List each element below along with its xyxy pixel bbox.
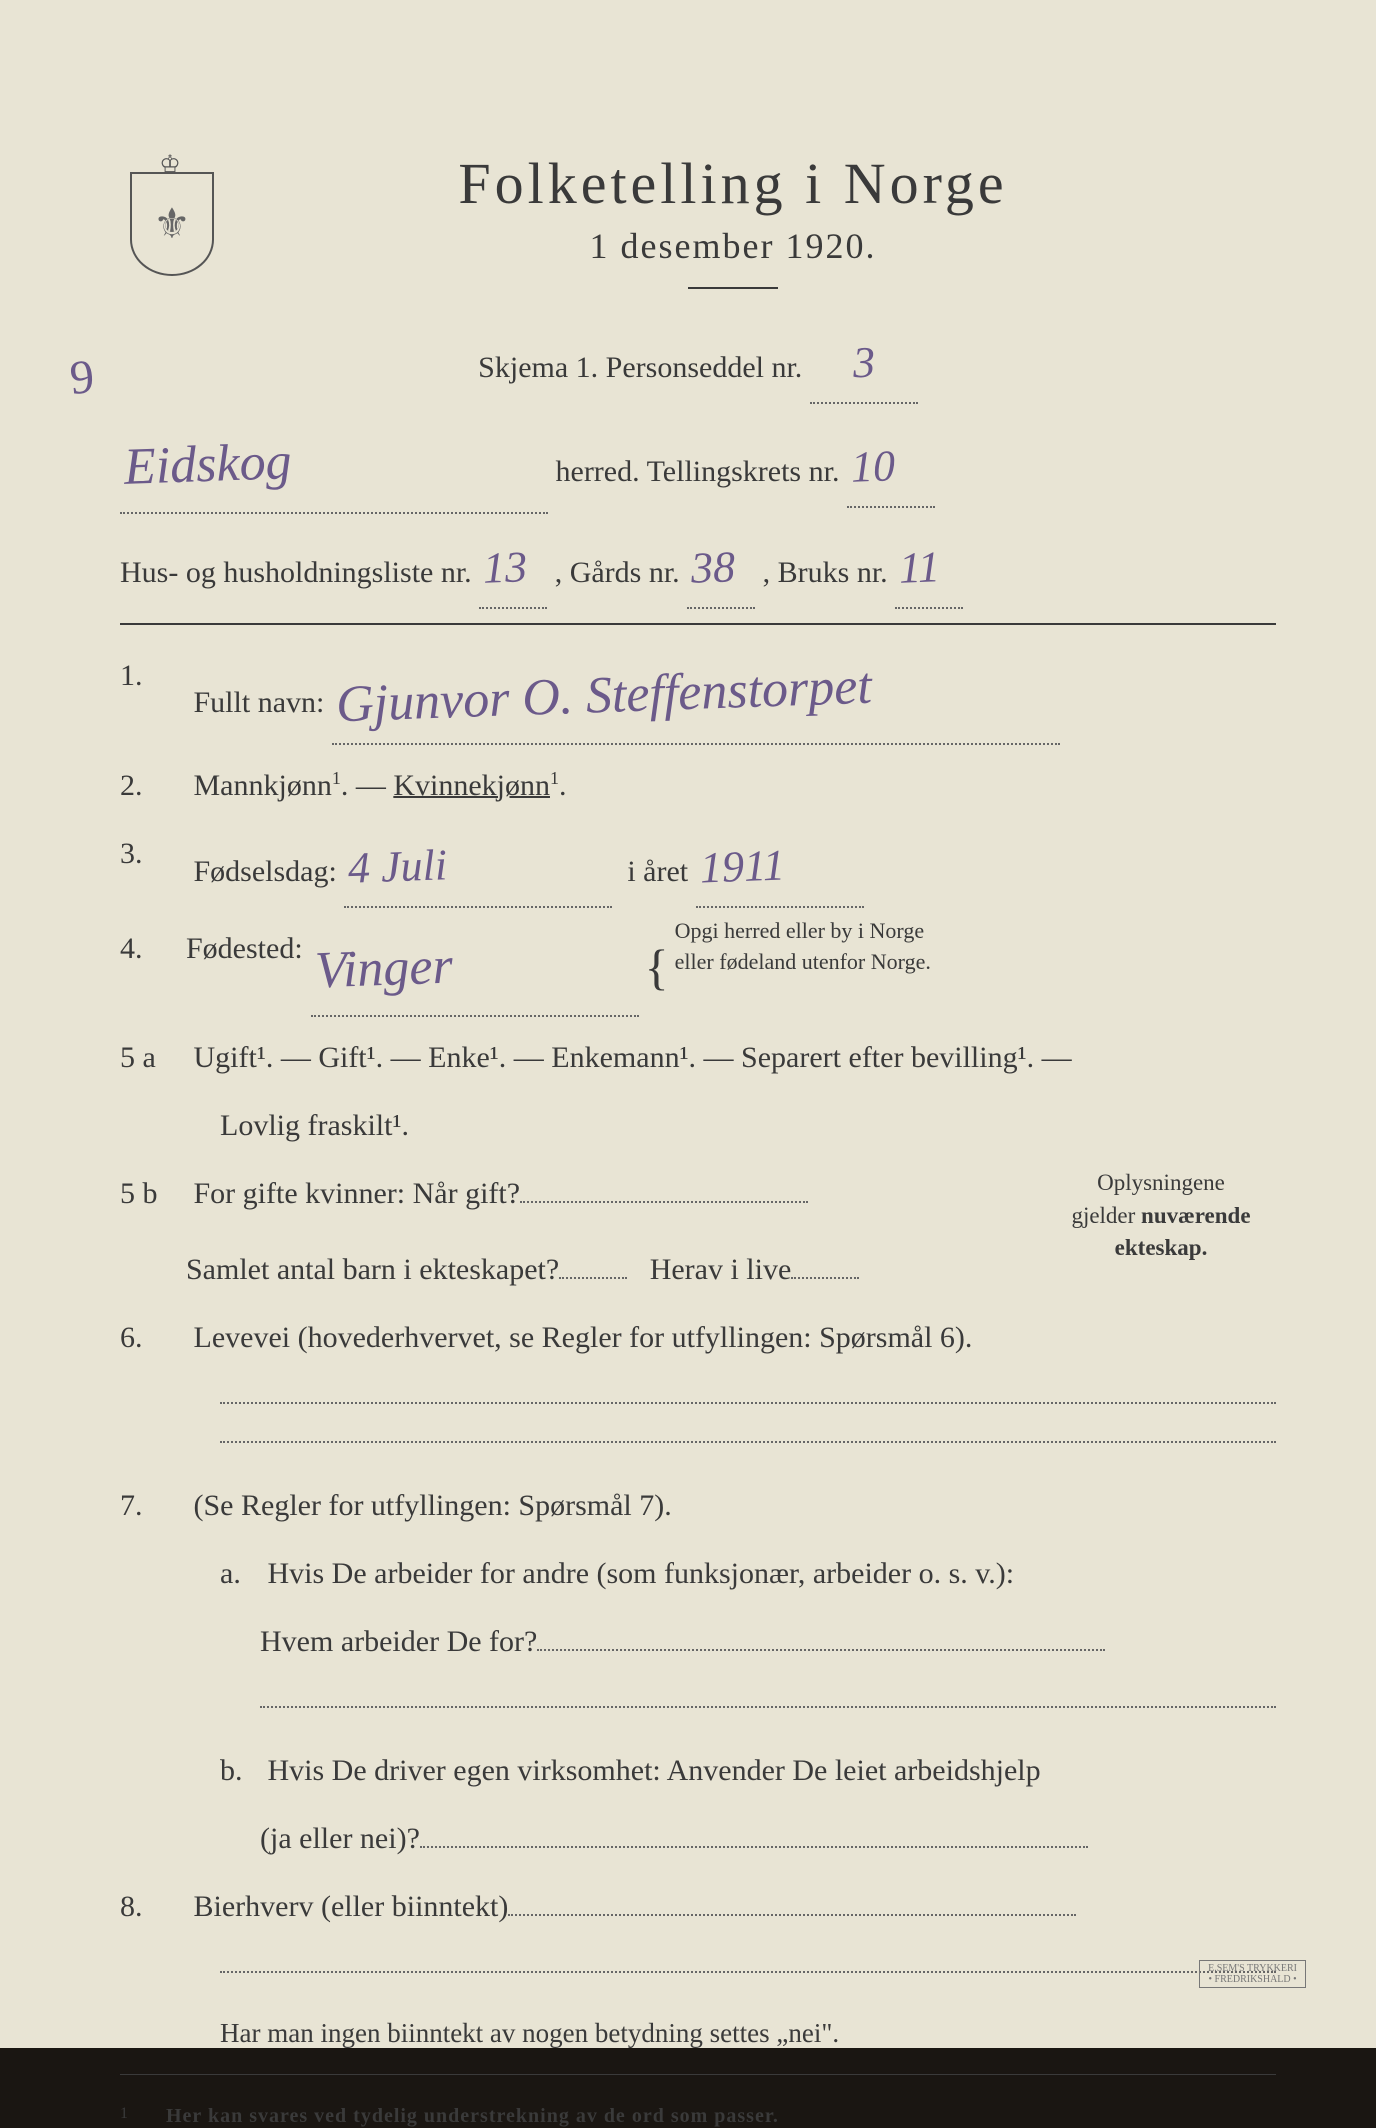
q7-num: 7.	[120, 1479, 186, 1533]
q4-value: Vinger	[313, 919, 454, 1017]
subtitle: 1 desember 1920.	[190, 225, 1276, 267]
herred-value: Eidskog	[122, 415, 293, 514]
q7a-line2: Hvem arbeider De for?	[120, 1615, 1276, 1669]
gards-nr: 38	[690, 527, 737, 608]
q5a-num: 5 a	[120, 1031, 186, 1085]
q5b-l2a: Samlet antal barn i ekteskapet?	[186, 1253, 559, 1286]
q8-note: Har man ingen biinntekt av nogen betydni…	[120, 2009, 1276, 2058]
herred-line: Eidskog herred. Tellingskrets nr. 10	[120, 418, 1276, 514]
q7a-label: a.	[220, 1547, 260, 1601]
q5b-l2b: Herav i live	[650, 1253, 792, 1286]
footnote-text: Her kan svares ved tydelig understreknin…	[166, 2105, 779, 2127]
q6-text: Levevei (hovederhvervet, se Regler for u…	[194, 1321, 973, 1354]
q2-num: 2.	[120, 759, 186, 813]
q7-intro: (Se Regler for utfyllingen: Spørsmål 7).	[194, 1489, 672, 1522]
blank-line	[220, 1970, 1276, 1973]
husliste-nr: 13	[482, 527, 529, 608]
q8-num: 8.	[120, 1880, 186, 1934]
q7b-text1: Hvis De driver egen virksomhet: Anvender…	[268, 1754, 1041, 1787]
q8-line: 8. Bierhverv (eller biinntekt)	[120, 1880, 1276, 1934]
title-block: Folketelling i Norge 1 desember 1920.	[190, 150, 1276, 309]
header: ♔ ⚜ Folketelling i Norge 1 desember 1920…	[120, 150, 1276, 309]
q1-label: Fullt navn:	[194, 686, 325, 719]
coat-of-arms-icon: ♔ ⚜	[120, 150, 220, 280]
marginal-number: 9	[68, 349, 97, 406]
husliste-line: Hus- og husholdningsliste nr. 13 , Gårds…	[120, 528, 1276, 609]
q4-num: 4.	[120, 922, 186, 976]
q2-female: Kvinnekjønn	[393, 769, 550, 802]
q2-line: 2. Mannkjønn1. — Kvinnekjønn1.	[120, 759, 1276, 813]
blank-line	[260, 1705, 1276, 1708]
q8-label: Bierhverv (eller biinntekt)	[194, 1890, 509, 1923]
q2-male: Mannkjønn	[194, 769, 332, 802]
q7a-text1: Hvis De arbeider for andre (som funksjon…	[268, 1557, 1015, 1590]
divider	[688, 287, 778, 289]
q5a-text2: Lovlig fraskilt¹.	[220, 1109, 409, 1142]
q5b-line: 5 b For gifte kvinner: Når gift? Samlet …	[120, 1167, 1276, 1297]
q5a-text: Ugift¹. — Gift¹. — Enke¹. — Enkemann¹. —…	[194, 1041, 1072, 1074]
q5b-note: Oplysningene gjelder nuværende ekteskap.	[1026, 1167, 1276, 1264]
q1-line: 1. Fullt navn: Gjunvor O. Steffenstorpet	[120, 649, 1276, 745]
blank-line	[220, 1440, 1276, 1443]
q7a-line: a. Hvis De arbeider for andre (som funks…	[120, 1547, 1276, 1601]
q4-line: 4. Fødested: Vinger { Opgi herred eller …	[120, 922, 1276, 1018]
q3-label: Fødselsdag:	[194, 855, 337, 888]
printer-stamp: E.SEM'S TRYKKERI • FREDRIKSHALD •	[1199, 1960, 1306, 1988]
q7b-label: b.	[220, 1744, 260, 1798]
main-title: Folketelling i Norge	[190, 150, 1276, 217]
brace-icon: {	[645, 922, 669, 1012]
q3-mid: i året	[627, 855, 688, 888]
q7-line: 7. (Se Regler for utfyllingen: Spørsmål …	[120, 1479, 1276, 1533]
census-form-page: 9 ♔ ⚜ Folketelling i Norge 1 desember 19…	[0, 0, 1376, 2048]
tellingskrets-nr: 10	[850, 426, 897, 507]
gards-label: , Gårds nr.	[555, 556, 680, 589]
q1-num: 1.	[120, 649, 186, 703]
bruks-label: , Bruks nr.	[763, 556, 888, 589]
q4-note: Opgi herred eller by i Norge eller fødel…	[675, 916, 935, 978]
q3-line: 3. Fødselsdag: 4 Juli i året 1911	[120, 827, 1276, 908]
q7b-line: b. Hvis De driver egen virksomhet: Anven…	[120, 1744, 1276, 1798]
q5b-num: 5 b	[120, 1167, 186, 1221]
q5a-line2: Lovlig fraskilt¹.	[120, 1099, 1276, 1153]
schema-line: Skjema 1. Personseddel nr. 3	[120, 323, 1276, 404]
herred-label: herred. Tellingskrets nr.	[556, 455, 840, 488]
q6-num: 6.	[120, 1311, 186, 1365]
q6-line: 6. Levevei (hovederhvervet, se Regler fo…	[120, 1311, 1276, 1365]
q7b-line2: (ja eller nei)?	[120, 1812, 1276, 1866]
blank-line	[220, 1401, 1276, 1404]
schema-label: Skjema 1. Personseddel nr.	[478, 351, 802, 384]
q7b-text2: (ja eller nei)?	[260, 1822, 420, 1855]
q4-label: Fødested:	[186, 922, 303, 976]
q1-value: Gjunvor O. Steffenstorpet	[334, 640, 873, 752]
section-divider	[120, 623, 1276, 625]
q7a-text2: Hvem arbeider De for?	[260, 1625, 537, 1658]
footnote-divider	[120, 2074, 1276, 2075]
questions: 1. Fullt navn: Gjunvor O. Steffenstorpet…	[120, 649, 1276, 2128]
q3-num: 3.	[120, 827, 186, 881]
q5a-line: 5 a Ugift¹. — Gift¹. — Enke¹. — Enkemann…	[120, 1031, 1276, 1085]
footnote: 1 Her kan svares ved tydelig understrekn…	[120, 2105, 1276, 2128]
husliste-prefix: Hus- og husholdningsliste nr.	[120, 556, 472, 589]
q3-day: 4 Juli	[347, 825, 449, 908]
footnote-num: 1	[120, 2105, 160, 2123]
q5b-l1a: For gifte kvinner: Når gift?	[194, 1177, 521, 1210]
q3-year: 1911	[698, 825, 785, 907]
bruks-nr: 11	[898, 527, 941, 608]
personseddel-nr: 3	[851, 323, 876, 403]
